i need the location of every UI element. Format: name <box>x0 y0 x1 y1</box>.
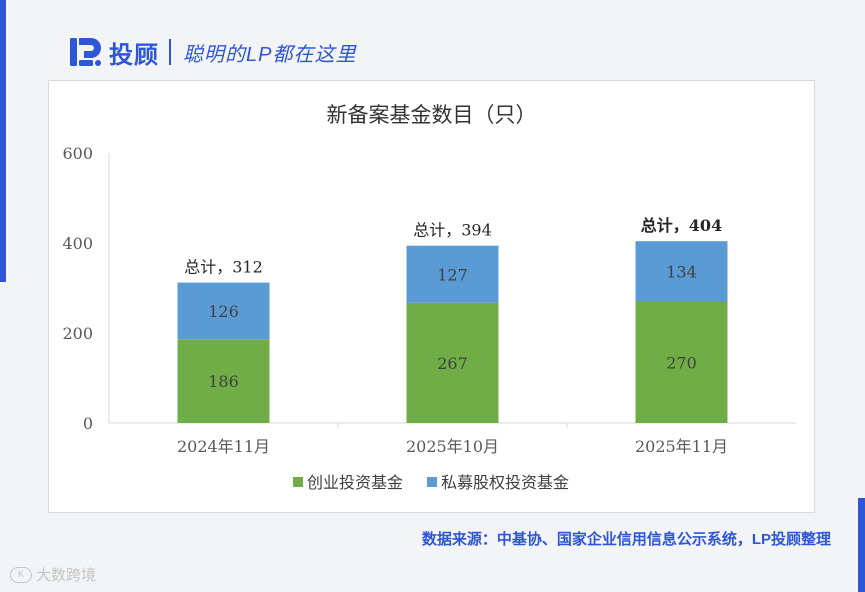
data-label-venture: 270 <box>666 353 697 372</box>
bar-private-equity <box>177 282 270 340</box>
legend-swatch-venture <box>293 477 303 487</box>
legend-label-private-equity: 私募股权投资基金 <box>441 473 569 492</box>
y-tick-label: 600 <box>62 144 93 163</box>
bar-venture <box>177 339 270 423</box>
x-tick-label: 2025年10月 <box>406 437 499 456</box>
bar-private-equity <box>635 241 728 302</box>
total-label: 总计，404 <box>641 216 722 235</box>
data-label-private-equity: 126 <box>208 302 239 321</box>
header-divider <box>169 39 171 65</box>
y-tick-label: 200 <box>62 324 93 343</box>
legend-swatch-private-equity <box>427 477 437 487</box>
data-label-private-equity: 127 <box>437 265 468 284</box>
x-tick-label: 2024年11月 <box>177 437 270 456</box>
right-accent-bar <box>858 498 865 592</box>
total-label: 总计，312 <box>184 258 263 277</box>
total-label: 总计，394 <box>413 221 492 240</box>
data-label-venture: 267 <box>437 354 468 373</box>
legend-label-venture: 创业投资基金 <box>307 473 403 492</box>
data-label-venture: 186 <box>208 372 239 391</box>
data-label-private-equity: 134 <box>666 262 697 281</box>
bar-venture <box>635 301 728 423</box>
chart-title: 新备案基金数目（只） <box>326 103 537 127</box>
chart-card: 新备案基金数目（只） 0 200 400 600 186 126 总计，312 2024年11… <box>48 80 815 513</box>
watermark-logo-icon: K <box>10 566 32 583</box>
brand-slogan: 聪明的LP都在这里 <box>183 43 357 66</box>
watermark: K 大数跨境 <box>10 564 96 585</box>
bar-venture <box>406 302 499 423</box>
bar-private-equity <box>406 245 499 303</box>
brand-name: 投顾 <box>109 41 159 69</box>
stacked-bar-chart: 0 200 400 600 186 126 总计，312 2024年11月 267 127 总计，3… <box>62 144 796 492</box>
watermark-text: 大数跨境 <box>36 567 97 584</box>
x-tick-label: 2025年11月 <box>635 437 728 456</box>
brand-logo-icon <box>70 38 101 66</box>
left-accent-bar <box>0 0 6 282</box>
brand-header: 投顾 聪明的LP都在这里 <box>67 32 356 72</box>
y-tick-label: 400 <box>62 234 93 253</box>
y-tick-label: 0 <box>83 414 93 433</box>
data-source-note: 数据来源：中基协、国家企业信用信息公示系统，LP投顾整理 <box>421 531 831 548</box>
